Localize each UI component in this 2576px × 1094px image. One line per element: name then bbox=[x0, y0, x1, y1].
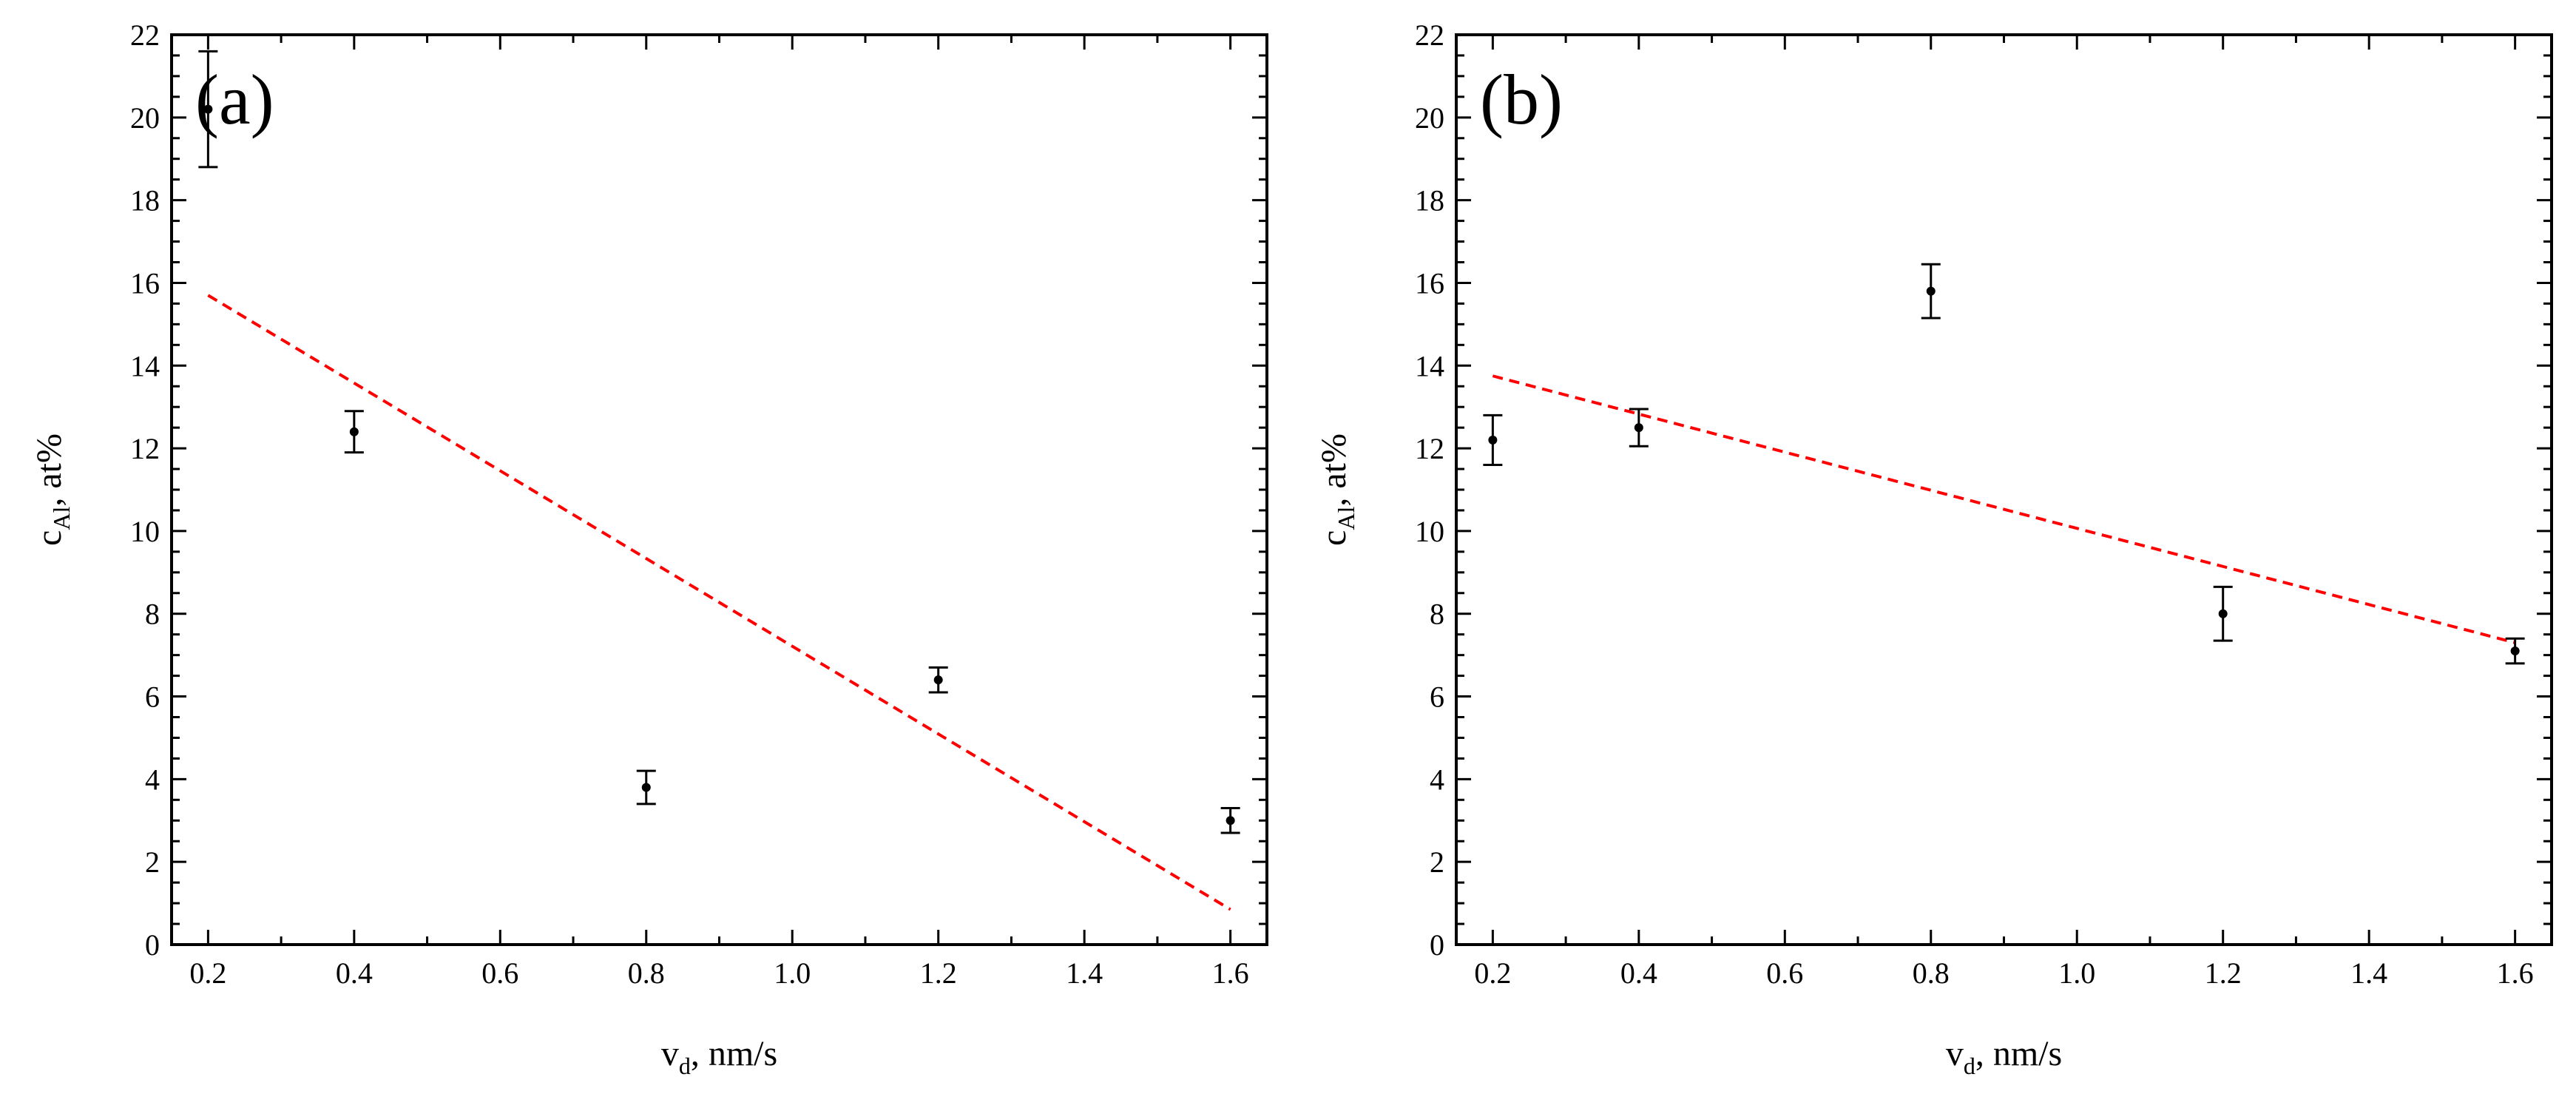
x-tick-label: 0.8 bbox=[1913, 956, 1950, 990]
y-tick-label: 4 bbox=[1430, 763, 1444, 796]
data-point bbox=[1634, 423, 1643, 433]
panel-label: (a) bbox=[195, 60, 274, 139]
data-point bbox=[1226, 816, 1235, 825]
data-point bbox=[1488, 435, 1498, 445]
x-axis-title: vd, nm/s bbox=[1946, 1034, 2062, 1079]
plot-frame bbox=[170, 33, 1268, 946]
y-tick-label: 10 bbox=[130, 515, 160, 548]
data-point bbox=[203, 104, 213, 114]
y-tick-label: 16 bbox=[130, 266, 160, 300]
panel-label: (b) bbox=[1480, 60, 1563, 139]
y-tick-label: 4 bbox=[145, 763, 160, 796]
y-tick-label: 8 bbox=[1430, 598, 1444, 631]
x-tick-label: 1.4 bbox=[1066, 956, 1103, 990]
data-point bbox=[2218, 609, 2228, 618]
y-tick-label: 22 bbox=[130, 18, 160, 52]
x-tick-label: 1.6 bbox=[1212, 956, 1249, 990]
x-tick-label: 1.4 bbox=[2350, 956, 2387, 990]
y-tick-label: 6 bbox=[1430, 681, 1444, 714]
x-tick-label: 0.6 bbox=[481, 956, 518, 990]
y-tick-label: 22 bbox=[1415, 18, 1444, 52]
y-tick-label: 2 bbox=[1430, 845, 1444, 879]
x-tick-label: 1.2 bbox=[2205, 956, 2242, 990]
x-tick-label: 0.2 bbox=[189, 956, 226, 990]
x-tick-label: 1.0 bbox=[774, 956, 811, 990]
y-axis-title: cAl, at% bbox=[30, 433, 75, 546]
y-tick-label: 18 bbox=[130, 184, 160, 217]
y-tick-label: 20 bbox=[1415, 101, 1444, 135]
x-tick-label: 0.2 bbox=[1474, 956, 1511, 990]
y-tick-label: 16 bbox=[1415, 266, 1444, 300]
y-tick-label: 0 bbox=[1430, 928, 1444, 962]
y-tick-label: 14 bbox=[130, 349, 160, 382]
y-tick-label: 18 bbox=[1415, 184, 1444, 217]
data-point bbox=[2510, 646, 2520, 656]
fit-line bbox=[207, 294, 1231, 911]
x-tick-label: 0.8 bbox=[628, 956, 665, 990]
x-axis-title: vd, nm/s bbox=[661, 1034, 777, 1079]
y-tick-label: 20 bbox=[130, 101, 160, 135]
x-tick-label: 0.6 bbox=[1766, 956, 1803, 990]
y-tick-label: 14 bbox=[1415, 349, 1444, 382]
panel-a: 0.2 0.4 0.6 0.8 1.0 1.2 1.4 1.6 0 2 4 6 8 10 12 14 16 18 2… bbox=[30, 18, 1268, 1079]
y-tick-label: 12 bbox=[130, 432, 160, 465]
y-tick-label: 0 bbox=[145, 928, 160, 962]
data-point bbox=[349, 427, 359, 436]
data-point bbox=[933, 675, 943, 685]
plot-frame bbox=[1455, 33, 2553, 946]
y-axis-title: cAl, at% bbox=[1314, 433, 1359, 546]
y-tick-label: 2 bbox=[145, 845, 160, 879]
panel-b: 0.2 0.4 0.6 0.8 1.0 1.2 1.4 1.6 0 2 4 6 8 10 12 14 16 18 2… bbox=[1314, 18, 2553, 1079]
y-tick-label: 12 bbox=[1415, 432, 1444, 465]
y-tick-label: 8 bbox=[145, 598, 160, 631]
fit-line bbox=[1492, 374, 2516, 644]
x-tick-label: 1.6 bbox=[2497, 956, 2534, 990]
data-point bbox=[641, 783, 651, 792]
y-tick-label: 10 bbox=[1415, 515, 1444, 548]
x-tick-label: 1.2 bbox=[920, 956, 957, 990]
y-tick-label: 6 bbox=[145, 681, 160, 714]
x-tick-label: 0.4 bbox=[1620, 956, 1657, 990]
data-point bbox=[1926, 286, 1936, 296]
x-tick-label: 1.0 bbox=[2058, 956, 2095, 990]
x-tick-label: 0.4 bbox=[336, 956, 373, 990]
